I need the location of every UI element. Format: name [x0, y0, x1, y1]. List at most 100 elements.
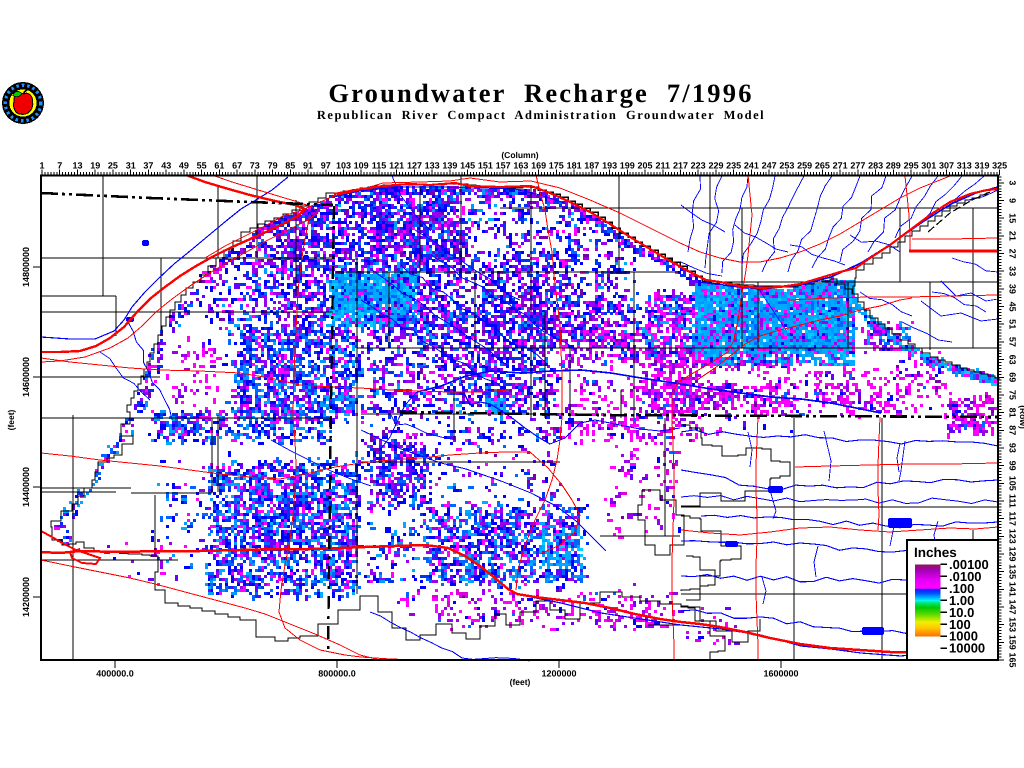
svg-text:135: 135 [1008, 564, 1018, 579]
svg-text:109: 109 [354, 161, 369, 171]
svg-text:199: 199 [620, 161, 635, 171]
svg-text:265: 265 [815, 161, 830, 171]
svg-text:271: 271 [833, 161, 848, 171]
svg-text:115: 115 [372, 161, 387, 171]
svg-text:10.0: 10.0 [949, 605, 974, 620]
svg-text:Inches: Inches [914, 545, 957, 560]
svg-text:307: 307 [939, 161, 954, 171]
svg-text:61: 61 [214, 161, 224, 171]
svg-text:Groundwater Recharge 7/1996: Groundwater Recharge 7/1996 [328, 78, 753, 108]
svg-text:800000.0: 800000.0 [318, 669, 356, 679]
svg-text:67: 67 [232, 161, 242, 171]
svg-text:165: 165 [1008, 652, 1018, 667]
svg-text:301: 301 [921, 161, 936, 171]
svg-text:Republican River Compact Admin: Republican River Compact Administration … [317, 108, 765, 122]
svg-text:39: 39 [1008, 284, 1018, 294]
svg-text:157: 157 [496, 161, 511, 171]
svg-text:319: 319 [974, 161, 989, 171]
svg-text:295: 295 [904, 161, 919, 171]
svg-text:45: 45 [1008, 302, 1018, 312]
svg-text:(feet): (feet) [6, 409, 16, 430]
svg-text:151: 151 [478, 161, 493, 171]
svg-text:69: 69 [1008, 372, 1018, 382]
svg-text:235: 235 [726, 161, 741, 171]
svg-text:21: 21 [1008, 231, 1018, 241]
svg-text:25: 25 [108, 161, 118, 171]
svg-text:(feet): (feet) [510, 677, 531, 687]
svg-text:325: 325 [992, 161, 1007, 171]
svg-text:277: 277 [850, 161, 865, 171]
svg-text:.0100: .0100 [949, 569, 982, 584]
svg-text:163: 163 [513, 161, 528, 171]
svg-text:283: 283 [868, 161, 883, 171]
svg-text:187: 187 [584, 161, 599, 171]
svg-text:87: 87 [1008, 425, 1018, 435]
svg-text:51: 51 [1008, 319, 1018, 329]
svg-text:43: 43 [161, 161, 171, 171]
svg-text:1200000: 1200000 [541, 669, 576, 679]
svg-text:19: 19 [90, 161, 100, 171]
svg-text:99: 99 [1008, 461, 1018, 471]
svg-text:313: 313 [957, 161, 972, 171]
svg-text:73: 73 [250, 161, 260, 171]
svg-text:117: 117 [1008, 511, 1018, 526]
svg-text:169: 169 [531, 161, 546, 171]
svg-text:3: 3 [1008, 180, 1018, 185]
svg-text:.00100: .00100 [949, 557, 989, 572]
svg-text:193: 193 [602, 161, 617, 171]
svg-text:1: 1 [39, 161, 44, 171]
svg-text:14800000: 14800000 [21, 247, 31, 287]
svg-text:129: 129 [1008, 546, 1018, 561]
svg-text:15: 15 [1008, 213, 1018, 223]
svg-text:127: 127 [407, 161, 422, 171]
svg-text:139: 139 [442, 161, 457, 171]
svg-text:205: 205 [637, 161, 652, 171]
svg-text:400000.0: 400000.0 [96, 669, 134, 679]
svg-text:97: 97 [321, 161, 331, 171]
svg-text:(Row): (Row) [1018, 405, 1024, 429]
svg-text:(Column): (Column) [501, 150, 538, 160]
svg-text:75: 75 [1008, 390, 1018, 400]
svg-text:79: 79 [268, 161, 278, 171]
svg-text:14600000: 14600000 [21, 357, 31, 397]
svg-text:253: 253 [779, 161, 794, 171]
svg-text:57: 57 [1008, 337, 1018, 347]
svg-text:259: 259 [797, 161, 812, 171]
svg-text:111: 111 [1008, 494, 1018, 508]
svg-text:63: 63 [1008, 355, 1018, 365]
svg-text:217: 217 [673, 161, 688, 171]
svg-text:181: 181 [567, 161, 582, 171]
svg-text:223: 223 [691, 161, 706, 171]
svg-text:145: 145 [460, 161, 475, 171]
svg-text:13: 13 [72, 161, 82, 171]
svg-text:153: 153 [1008, 617, 1018, 632]
svg-text:141: 141 [1008, 582, 1018, 597]
svg-text:133: 133 [425, 161, 440, 171]
svg-text:1600000: 1600000 [763, 669, 798, 679]
svg-text:7: 7 [57, 161, 62, 171]
svg-text:31: 31 [126, 161, 136, 171]
svg-text:1000: 1000 [949, 629, 978, 644]
svg-text:123: 123 [1008, 529, 1018, 544]
svg-text:159: 159 [1008, 635, 1018, 650]
svg-text:81: 81 [1008, 408, 1018, 418]
svg-text:14200000: 14200000 [21, 577, 31, 617]
svg-text:85: 85 [285, 161, 295, 171]
svg-text:147: 147 [1008, 599, 1018, 614]
svg-text:247: 247 [762, 161, 777, 171]
svg-text:93: 93 [1008, 443, 1018, 453]
svg-text:9: 9 [1008, 198, 1018, 203]
svg-text:241: 241 [744, 161, 759, 171]
svg-text:105: 105 [1008, 476, 1018, 491]
svg-text:10000: 10000 [949, 641, 985, 656]
svg-text:100: 100 [949, 617, 971, 632]
svg-text:121: 121 [389, 161, 404, 171]
svg-text:49: 49 [179, 161, 189, 171]
svg-text:.100: .100 [949, 581, 974, 596]
svg-text:289: 289 [886, 161, 901, 171]
svg-text:1.00: 1.00 [949, 593, 974, 608]
svg-text:33: 33 [1008, 266, 1018, 276]
svg-text:91: 91 [303, 161, 313, 171]
svg-text:27: 27 [1008, 249, 1018, 259]
svg-text:229: 229 [708, 161, 723, 171]
